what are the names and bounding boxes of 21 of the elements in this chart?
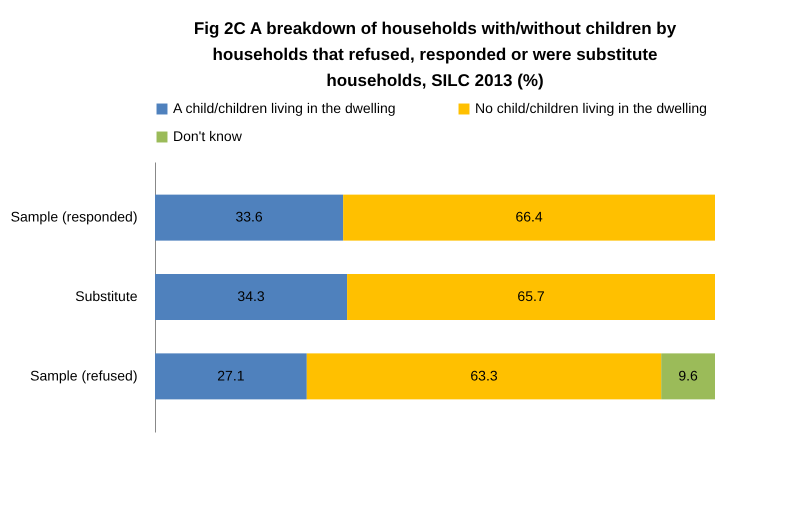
bar <box>155 274 348 320</box>
y-tick-label: Sample (responded) <box>10 208 138 225</box>
bar <box>155 353 307 400</box>
data-label: 27.1 <box>217 367 245 384</box>
bar <box>306 353 662 400</box>
bar <box>155 194 344 241</box>
data-label: 9.6 <box>678 367 698 384</box>
bar <box>661 353 715 400</box>
data-label: 65.7 <box>517 288 545 304</box>
y-tick-label: Sample (refused) <box>30 367 138 384</box>
data-label: 33.6 <box>235 208 263 225</box>
chart-title: Fig 2C A breakdown of households with/without children by households that refused, responded or were substitute households, SILC 2013 (%) <box>194 19 677 90</box>
data-label: 63.3 <box>470 367 498 384</box>
legend-label: Don't know <box>173 128 243 144</box>
legend-label: A child/children living in the dwelling <box>173 100 396 116</box>
bar <box>343 194 715 241</box>
legend-label: No child/children living in the dwelling <box>475 100 707 116</box>
data-label: 66.4 <box>515 208 543 225</box>
y-tick-label: Substitute <box>75 288 138 304</box>
bar <box>347 274 715 320</box>
data-label: 34.3 <box>237 288 265 304</box>
